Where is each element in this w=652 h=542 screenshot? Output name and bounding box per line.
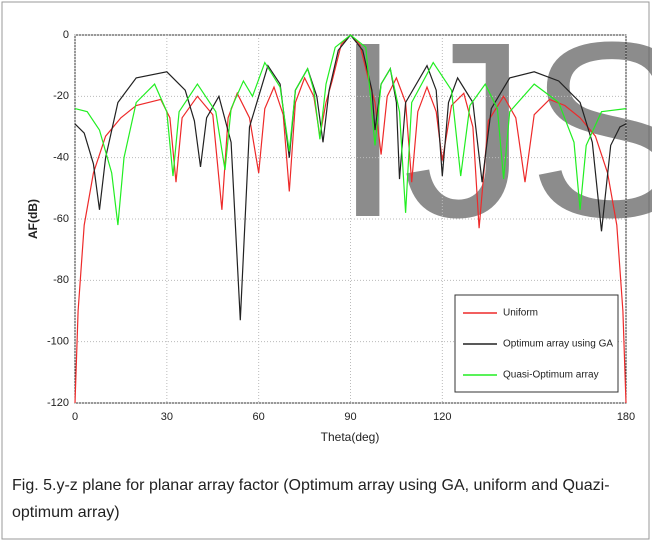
x-tick-label: 120 xyxy=(433,411,451,423)
watermark: IJS xyxy=(333,0,652,269)
y-tick-label: -20 xyxy=(53,90,69,102)
x-axis-label: Theta(deg) xyxy=(321,430,380,444)
y-tick-label: -60 xyxy=(53,213,69,225)
y-tick-label: -80 xyxy=(53,274,69,286)
x-tick-label: 60 xyxy=(253,411,265,423)
y-tick-label: -100 xyxy=(47,336,69,348)
x-tick-label: 90 xyxy=(344,411,356,423)
legend-label: Uniform xyxy=(503,308,538,319)
y-axis-label: AF(dB) xyxy=(26,199,40,239)
legend-label: Optimum array using GA xyxy=(503,339,613,350)
series-line xyxy=(74,34,627,226)
y-tick-label: -40 xyxy=(53,152,69,164)
x-tick-label: 0 xyxy=(72,411,78,423)
y-tick-label: -120 xyxy=(47,397,69,409)
x-tick-label: 180 xyxy=(617,411,635,423)
caption: Fig. 5.y-z plane for planar array factor… xyxy=(12,477,610,521)
legend-label: Quasi-Optimum array xyxy=(503,370,599,381)
x-tick-label: 30 xyxy=(161,411,173,423)
y-tick-label: 0 xyxy=(63,29,69,41)
